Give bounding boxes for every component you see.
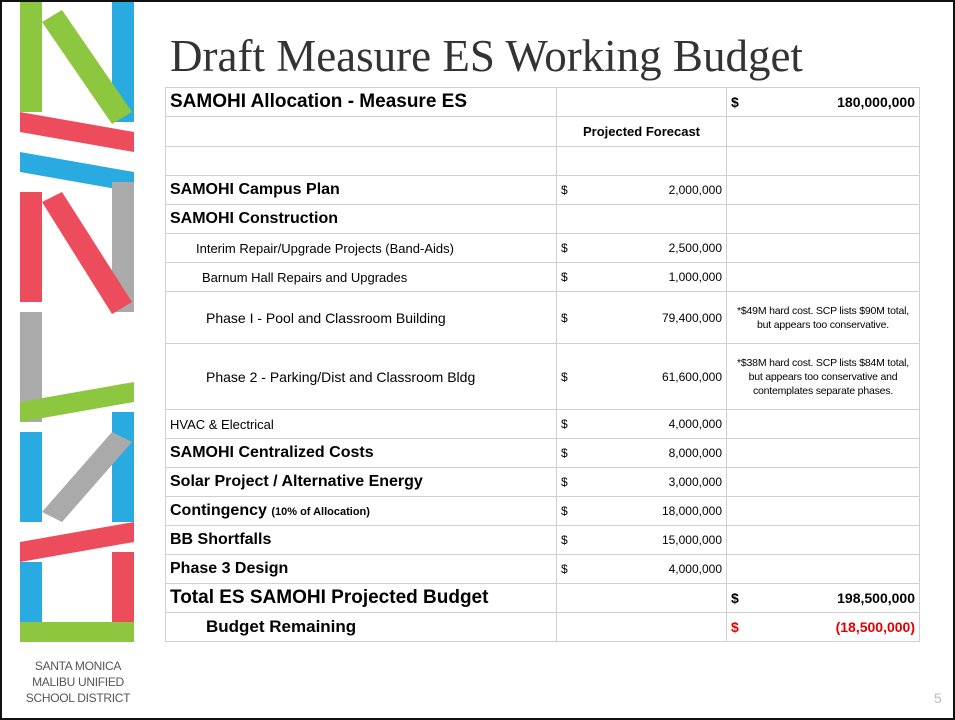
row: SAMOHI Allocation - Measure ES $180,000,0… — [165, 87, 920, 117]
label: Phase 3 Design — [165, 554, 557, 584]
note: *$49M hard cost. SCP lists $90M total, b… — [726, 291, 920, 344]
label: SAMOHI Construction — [165, 204, 557, 234]
forecast: 2,000,000 — [668, 183, 722, 197]
row: Total ES SAMOHI Projected Budget $198,500… — [165, 583, 920, 613]
row: SAMOHI Construction — [165, 204, 920, 234]
forecast: 79,400,000 — [661, 310, 722, 325]
forecast: 4,000,000 — [668, 417, 722, 431]
currency: $ — [561, 446, 568, 460]
label: Solar Project / Alternative Energy — [165, 467, 557, 497]
currency: $ — [561, 310, 568, 325]
row: Budget Remaining $ (18,500,000) — [165, 612, 920, 642]
label: SAMOHI Centralized Costs — [165, 438, 557, 468]
row: Solar Project / Alternative Energy $3,000… — [165, 467, 920, 497]
forecast: 8,000,000 — [668, 446, 722, 460]
row: Barnum Hall Repairs and Upgrades $1,000,0… — [165, 262, 920, 292]
currency: $ — [731, 619, 739, 635]
district-line: SCHOOL DISTRICT — [25, 691, 131, 705]
district-line: MALIBU UNIFIED — [32, 675, 124, 689]
slide-title: Draft Measure ES Working Budget — [170, 31, 803, 81]
row: Phase 3 Design $4,000,000 — [165, 554, 920, 584]
total: 198,500,000 — [837, 590, 915, 606]
currency: $ — [731, 590, 739, 606]
district-line: SANTA MONICA — [34, 659, 122, 673]
forecast: 1,000,000 — [668, 270, 722, 284]
currency: $ — [561, 241, 568, 255]
row: Phase I - Pool and Classroom Building $79… — [165, 291, 920, 344]
currency: $ — [561, 533, 568, 547]
forecast: 2,500,000 — [668, 241, 722, 255]
row: Projected Forecast — [165, 116, 920, 147]
forecast: 61,600,000 — [661, 369, 722, 384]
label: Budget Remaining — [165, 612, 557, 642]
currency: $ — [561, 270, 568, 284]
row: SAMOHI Centralized Costs $8,000,000 — [165, 438, 920, 468]
label: Contingency — [170, 502, 267, 519]
currency: $ — [731, 94, 739, 110]
currency: $ — [561, 183, 568, 197]
note: *$38M hard cost. SCP lists $84M total, b… — [726, 343, 920, 410]
label: SAMOHI Campus Plan — [165, 175, 557, 205]
currency: $ — [561, 504, 568, 518]
row: BB Shortfalls $15,000,000 — [165, 525, 920, 555]
row: Phase 2 - Parking/Dist and Classroom Bld… — [165, 343, 920, 410]
total: 180,000,000 — [837, 94, 915, 110]
total: (18,500,000) — [835, 619, 915, 635]
currency: $ — [561, 417, 568, 431]
label: HVAC & Electrical — [165, 409, 557, 439]
currency: $ — [561, 562, 568, 576]
page-number: 5 — [934, 690, 942, 706]
label: Total ES SAMOHI Projected Budget — [165, 583, 557, 613]
forecast: 15,000,000 — [661, 533, 722, 547]
district-logo — [20, 2, 134, 642]
label-note: (10% of Allocation) — [271, 506, 370, 518]
forecast: 3,000,000 — [668, 475, 722, 489]
label: BB Shortfalls — [165, 525, 557, 555]
label: Phase 2 - Parking/Dist and Classroom Bld… — [165, 343, 557, 410]
label: SAMOHI Allocation - Measure ES — [165, 87, 557, 117]
currency: $ — [561, 475, 568, 489]
budget-table: SAMOHI Allocation - Measure ES $180,000,0… — [165, 87, 920, 642]
row: Contingency (10% of Allocation) $18,000,0… — [165, 496, 920, 526]
label: Barnum Hall Repairs and Upgrades — [165, 262, 557, 292]
row: SAMOHI Campus Plan $2,000,000 — [165, 175, 920, 205]
row: Interim Repair/Upgrade Projects (Band-Ai… — [165, 233, 920, 263]
column-header: Projected Forecast — [556, 116, 727, 147]
row: HVAC & Electrical $4,000,000 — [165, 409, 920, 439]
district-name: SANTA MONICA MALIBU UNIFIED SCHOOL DISTR… — [8, 658, 148, 706]
label: Phase I - Pool and Classroom Building — [165, 291, 557, 344]
forecast: 18,000,000 — [661, 504, 722, 518]
currency: $ — [561, 369, 568, 384]
label: Interim Repair/Upgrade Projects (Band-Ai… — [165, 233, 557, 263]
forecast: 4,000,000 — [668, 562, 722, 576]
